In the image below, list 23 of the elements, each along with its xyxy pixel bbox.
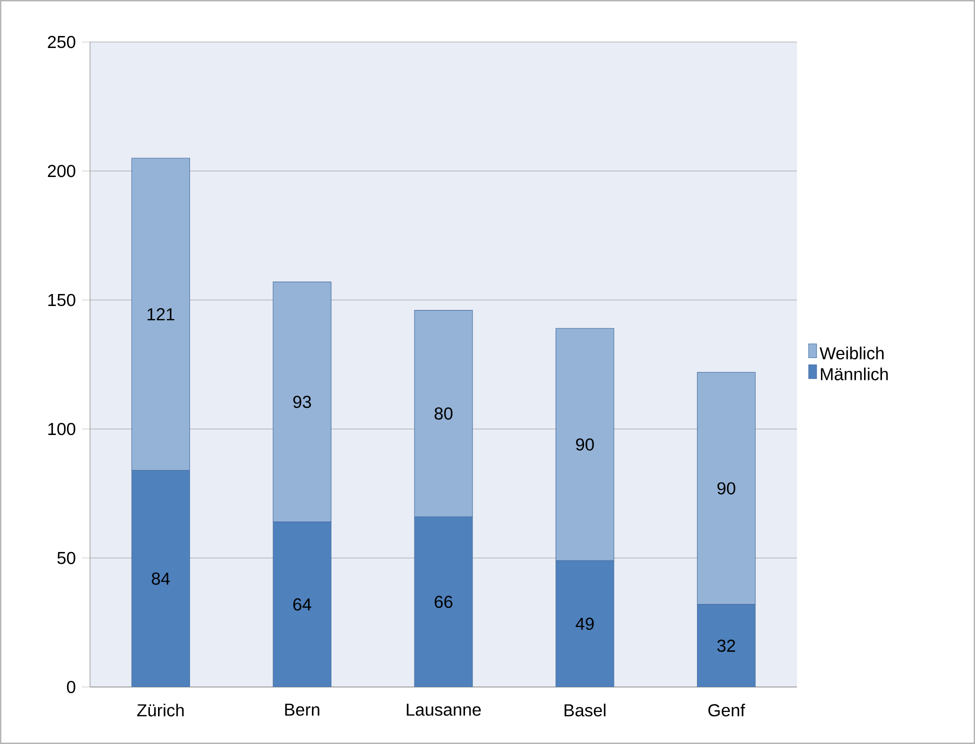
data-label: 121 <box>148 308 174 320</box>
x-tick-label: Bern <box>285 704 320 716</box>
data-label: 90 <box>717 482 736 494</box>
y-tick-label: 200 <box>48 164 76 178</box>
y-tick-label: 50 <box>57 552 76 564</box>
y-tick-label: 0 <box>66 680 76 694</box>
legend-label: Weiblich <box>820 346 884 360</box>
data-label: 66 <box>434 596 452 608</box>
data-label: 32 <box>717 640 736 652</box>
data-label: 84 <box>152 572 170 585</box>
y-tick-label: 100 <box>48 422 76 436</box>
data-label: 80 <box>434 407 452 420</box>
y-tick-label: 250 <box>48 36 76 48</box>
data-label: 93 <box>293 396 311 408</box>
x-tick-label: Basel <box>564 704 606 716</box>
data-label: 90 <box>576 438 594 451</box>
x-tick-label: Lausanne <box>406 704 481 716</box>
data-label: 49 <box>576 618 594 630</box>
y-tick-label: 150 <box>48 294 76 306</box>
legend-label: Männlich <box>820 368 888 380</box>
x-tick-label: Genf <box>708 704 746 716</box>
x-tick-label: Zürich <box>137 704 184 716</box>
data-label: 64 <box>293 598 312 611</box>
